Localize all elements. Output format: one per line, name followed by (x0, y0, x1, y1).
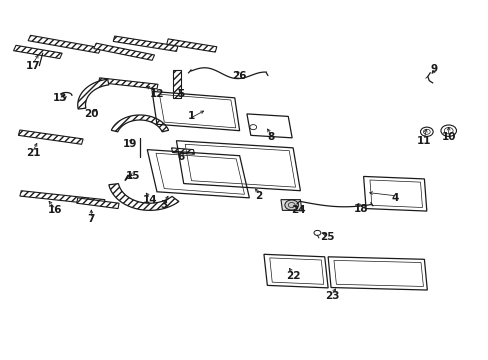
Text: 3: 3 (161, 200, 167, 210)
Polygon shape (113, 36, 178, 51)
Polygon shape (171, 148, 194, 154)
Polygon shape (166, 39, 216, 52)
Text: 12: 12 (149, 89, 164, 99)
Text: 14: 14 (142, 195, 157, 204)
Text: 8: 8 (267, 132, 274, 142)
Text: 13: 13 (52, 93, 67, 103)
Polygon shape (99, 78, 158, 89)
Text: 16: 16 (47, 205, 62, 215)
Polygon shape (77, 198, 119, 208)
Polygon shape (173, 70, 181, 98)
Text: 11: 11 (416, 136, 431, 146)
Text: 10: 10 (441, 132, 455, 142)
Text: 6: 6 (177, 152, 184, 162)
Text: 1: 1 (187, 111, 194, 121)
Polygon shape (19, 130, 83, 144)
Polygon shape (20, 191, 105, 205)
Polygon shape (111, 115, 168, 132)
Circle shape (285, 200, 298, 210)
Text: 19: 19 (123, 139, 137, 149)
Polygon shape (109, 184, 179, 210)
Text: 20: 20 (84, 109, 99, 119)
Text: 7: 7 (87, 214, 95, 224)
Text: 24: 24 (290, 205, 305, 215)
Text: 15: 15 (125, 171, 140, 181)
Text: 22: 22 (285, 271, 300, 282)
Text: 23: 23 (324, 291, 339, 301)
Text: 9: 9 (429, 64, 437, 74)
Text: 5: 5 (177, 89, 184, 99)
Polygon shape (281, 200, 301, 210)
Text: 18: 18 (353, 203, 367, 213)
Text: 26: 26 (232, 71, 246, 81)
Polygon shape (28, 35, 101, 53)
Polygon shape (94, 43, 154, 60)
Polygon shape (78, 79, 109, 109)
Text: 17: 17 (26, 61, 40, 71)
Text: 4: 4 (391, 193, 398, 203)
Text: 21: 21 (26, 148, 40, 158)
Text: 2: 2 (255, 191, 262, 201)
Polygon shape (14, 45, 62, 59)
Text: 25: 25 (319, 232, 334, 242)
